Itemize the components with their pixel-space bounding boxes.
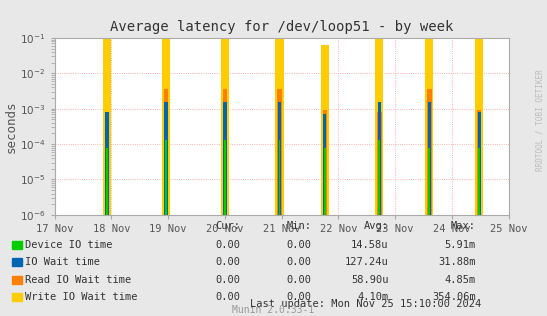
Title: Average latency for /dev/loop51 - by week: Average latency for /dev/loop51 - by wee… — [110, 20, 453, 34]
Text: Read IO Wait time: Read IO Wait time — [25, 275, 131, 285]
Text: Munin 2.0.33-1: Munin 2.0.33-1 — [232, 305, 315, 315]
Text: Avg:: Avg: — [363, 221, 388, 231]
Text: 0.00: 0.00 — [287, 257, 312, 267]
Text: 58.90u: 58.90u — [351, 275, 388, 285]
Text: 354.06m: 354.06m — [432, 292, 476, 302]
Text: 31.88m: 31.88m — [438, 257, 476, 267]
Y-axis label: seconds: seconds — [4, 100, 18, 153]
Text: 14.58u: 14.58u — [351, 240, 388, 250]
Text: 0.00: 0.00 — [216, 275, 241, 285]
Text: 0.00: 0.00 — [287, 275, 312, 285]
Text: IO Wait time: IO Wait time — [25, 257, 100, 267]
Text: Write IO Wait time: Write IO Wait time — [25, 292, 138, 302]
Text: 5.91m: 5.91m — [445, 240, 476, 250]
Text: 0.00: 0.00 — [287, 240, 312, 250]
Text: 0.00: 0.00 — [287, 292, 312, 302]
Text: Min:: Min: — [287, 221, 312, 231]
Text: 0.00: 0.00 — [216, 292, 241, 302]
Text: RRDTOOL / TOBI OETIKER: RRDTOOL / TOBI OETIKER — [536, 69, 544, 171]
Text: Device IO time: Device IO time — [25, 240, 113, 250]
Text: Max:: Max: — [451, 221, 476, 231]
Text: 127.24u: 127.24u — [345, 257, 388, 267]
Text: 0.00: 0.00 — [216, 257, 241, 267]
Text: Last update: Mon Nov 25 15:10:00 2024: Last update: Mon Nov 25 15:10:00 2024 — [250, 299, 481, 309]
Text: 0.00: 0.00 — [216, 240, 241, 250]
Text: 4.10m: 4.10m — [357, 292, 388, 302]
Text: Cur:: Cur: — [216, 221, 241, 231]
Text: 4.85m: 4.85m — [445, 275, 476, 285]
